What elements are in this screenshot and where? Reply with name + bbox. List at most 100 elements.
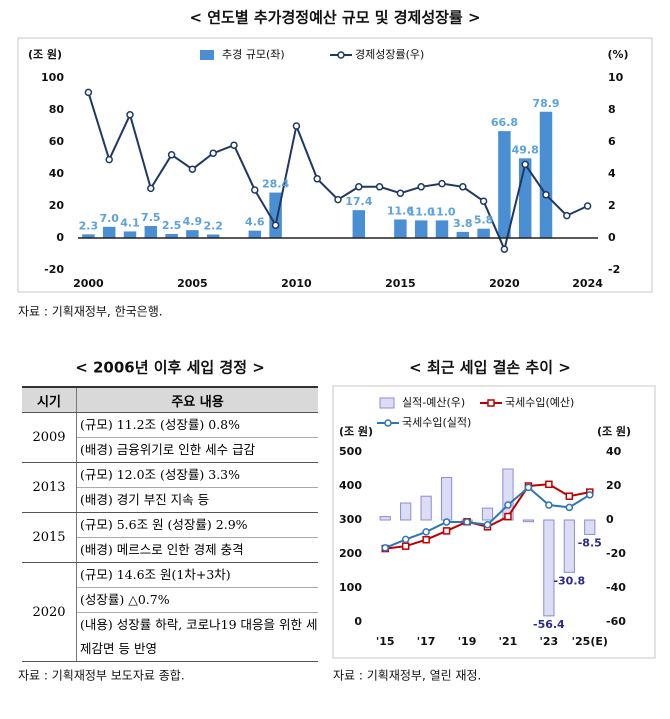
table-source: 자료 : 기획재정부 보도자료 종합.: [18, 669, 185, 683]
data-label: 11.0: [408, 205, 435, 218]
bar: [420, 495, 432, 521]
line-marker: [401, 535, 410, 544]
data-label: -30.8: [553, 574, 585, 587]
y2-tick-label: 2: [608, 199, 616, 212]
chart-frame: [332, 385, 656, 659]
y-tick-label: 40: [49, 167, 65, 180]
data-label: -8.5: [578, 536, 602, 549]
line-marker: [500, 245, 509, 253]
table-row: 2020 (규모) 14.6조 원(1차+3차) (성장률) △0.7% (내용) 성…: [22, 562, 318, 662]
y-tick-label: 80: [49, 103, 65, 116]
data-label: 66.8: [491, 116, 518, 129]
line-marker: [313, 175, 321, 183]
bar: [522, 519, 535, 523]
line-marker: [422, 528, 430, 536]
bar: [269, 192, 282, 238]
data-label: 17.4: [345, 195, 372, 208]
y-tick-label: 60: [49, 135, 65, 148]
table-row: 2015 (규모) 5.6조 원 (성장률) 2.9% (배경) 메르스로 인한 경…: [22, 512, 318, 563]
bar: [144, 226, 158, 238]
line-marker: [84, 88, 93, 97]
x-tick-label: 2000: [73, 277, 104, 290]
y2-tick-label: 4: [608, 167, 616, 180]
table-row: 2013 (규모) 12.0조 (성장률) 3.3% (배경) 경기 부진 지속 등: [22, 462, 318, 513]
bar: [102, 226, 116, 238]
y2-axis-unit: (조 원): [597, 424, 631, 438]
legend-swatch: [200, 50, 214, 60]
bar: [498, 131, 511, 238]
x-tick-label: 2005: [177, 277, 208, 290]
y2-tick-label: 20: [606, 479, 622, 492]
bar: [186, 230, 199, 238]
chart-source: 자료 : 기획재정부, 한국은행.: [18, 304, 163, 319]
line-marker: [442, 518, 451, 526]
y-tick-label: 0: [354, 615, 362, 628]
y-axis-unit: (조 원): [28, 47, 62, 61]
table-item: (배경) 경기 부진 지속 등: [80, 492, 210, 507]
y-tick-label: 500: [339, 445, 362, 458]
chart: < 최근 세입 결손 추이 > 자료 : 기획재정부, 열린 재정. (조 원) (조…: [332, 359, 656, 683]
line-marker: [504, 501, 512, 509]
line-marker: [417, 183, 425, 191]
y2-tick-label: 10: [608, 71, 624, 84]
bar: [584, 519, 596, 535]
line-marker: [147, 184, 155, 193]
line-marker: [545, 480, 553, 489]
legend-marker: [337, 51, 345, 59]
data-label: 2.2: [203, 219, 223, 232]
y-tick-label: 200: [339, 547, 362, 560]
table-item: (배경) 메르스로 인한 경제 충격: [80, 542, 244, 557]
line-marker: [188, 165, 197, 173]
data-label: 28.4: [262, 178, 289, 191]
line-marker: [459, 183, 467, 191]
line-marker: [422, 535, 430, 544]
bar: [414, 220, 428, 238]
table-period: 2013: [22, 462, 77, 513]
table-content: (규모) 5.6조 원 (성장률) 2.9% (배경) 메르스로 인한 경제 충격: [76, 512, 318, 563]
y2-tick-label: 8: [608, 103, 616, 116]
line-marker: [396, 189, 405, 197]
legend-swatch: [379, 397, 395, 409]
line-marker: [504, 512, 512, 521]
table-period: 2015: [22, 512, 77, 563]
data-label: 3.8: [453, 217, 473, 230]
y-axis-unit: (조 원): [339, 424, 373, 438]
line-marker: [375, 183, 384, 191]
line-marker: [334, 195, 342, 204]
x-tick-label: '23: [540, 635, 559, 648]
y2-tick-label: 40: [606, 445, 622, 458]
line-marker: [355, 183, 363, 191]
bar: [543, 519, 555, 617]
legend-label: 국세수입(예산): [505, 396, 574, 409]
table-item: (규모) 5.6조 원 (성장률) 2.9%: [77, 513, 318, 538]
line-marker: [463, 518, 471, 526]
bar: [477, 228, 490, 238]
bar: [440, 477, 453, 521]
y2-tick-label: 6: [608, 135, 616, 148]
data-label: -56.4: [533, 618, 565, 631]
x-tick-label: 2015: [385, 277, 416, 290]
x-tick-label: '17: [417, 635, 436, 648]
legend-label: 추경 규모(좌): [222, 48, 285, 61]
line-marker: [483, 521, 492, 529]
table-row: 2009 (규모) 11.2조 (성장률) 0.8% (배경) 금융위기로 인한 세…: [22, 412, 318, 463]
x-tick-label: 2020: [489, 277, 520, 290]
table-header: 시기 주요 내용: [22, 386, 318, 413]
x-tick-label: 2024: [572, 277, 603, 290]
bar: [563, 519, 575, 573]
line-marker: [251, 186, 259, 194]
table-content: (규모) 14.6조 원(1차+3차) (성장률) △0.7% (내용) 성장률 하…: [76, 562, 318, 662]
legend-marker: [487, 399, 495, 407]
legend-label: 국세수입(실적): [402, 416, 471, 429]
data-label: 7.5: [141, 211, 161, 224]
bar: [394, 219, 407, 238]
y2-tick-label: -60: [606, 615, 626, 628]
y-tick-label: 400: [339, 479, 362, 492]
line-marker: [583, 202, 592, 210]
y-tick-label: 100: [339, 581, 362, 594]
x-tick-label: '15: [376, 635, 395, 648]
legend-label: 경제성장률(우): [355, 48, 424, 61]
line-marker: [442, 527, 451, 535]
y2-tick-label: 0: [608, 231, 616, 244]
data-label: 49.8: [512, 143, 539, 156]
